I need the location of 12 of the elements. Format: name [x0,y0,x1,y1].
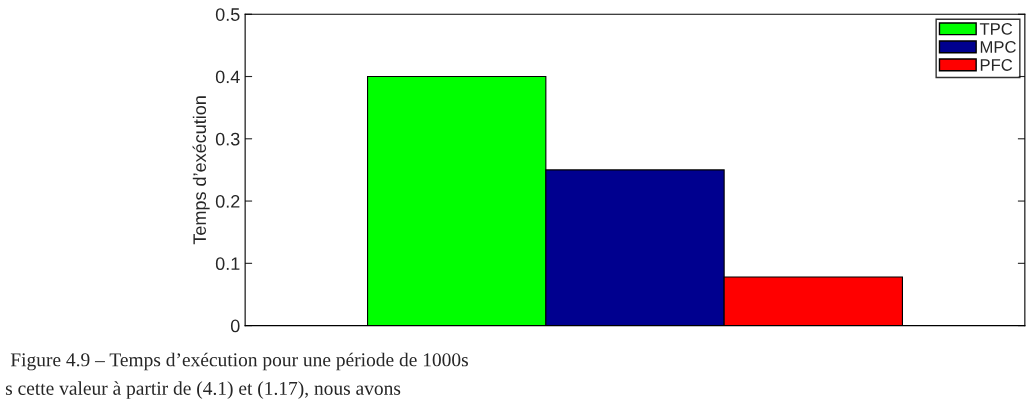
y-tick-label: 0 [230,319,240,333]
y-tick-label: 0.4 [215,70,240,84]
text: s cette valeur à partir de (4.1) et (1.17), nous avons [5,381,401,399]
y-axis-title: Temps d’exécution [192,96,210,245]
y-tick-label: 0.3 [215,132,240,146]
legend-label: MPC [980,41,1016,53]
y-tick-label: 0.5 [215,8,240,21]
y-tick-label: 0.2 [215,194,240,208]
caption: Figure 4.9 – Temps d’exécution pour une période de 1000s [10,352,468,371]
legend-label: PFC [980,59,1013,71]
y-tick-label: 0.1 [215,257,240,271]
legend-label: TPC [979,23,1013,35]
